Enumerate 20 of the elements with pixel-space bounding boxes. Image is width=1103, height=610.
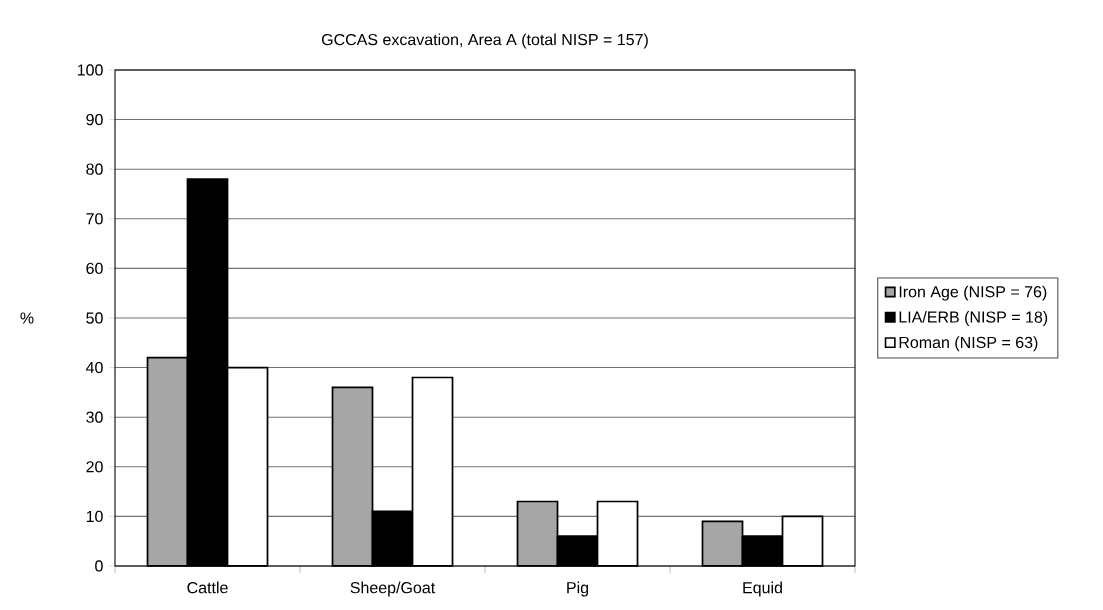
y-tick-label: 80 bbox=[86, 163, 103, 175]
y-tick-label: 100 bbox=[77, 64, 103, 76]
y-tick-label: 20 bbox=[86, 461, 103, 473]
x-tick-label: Sheep/Goat bbox=[350, 581, 436, 597]
x-tick-label: Cattle bbox=[187, 581, 228, 594]
y-tick-label: 30 bbox=[86, 411, 103, 423]
y-tick-label: 60 bbox=[86, 262, 103, 275]
y-tick-label: 40 bbox=[85, 361, 103, 374]
chart-title: GCCAS excavation, Area A (total NISP = 157) bbox=[321, 33, 648, 49]
legend-label: LIA/ERB (NISP = 18) bbox=[899, 311, 1048, 326]
legend-label: Roman (NISP = 63) bbox=[899, 336, 1038, 352]
y-tick-label: 0 bbox=[95, 560, 103, 572]
legend-label: Iron Age (NISP = 76) bbox=[899, 285, 1047, 301]
y-tick-label: 10 bbox=[86, 510, 103, 523]
y-axis-title: % bbox=[20, 312, 34, 324]
x-tick-label: Pig bbox=[567, 581, 589, 597]
y-tick-label: 70 bbox=[86, 213, 103, 225]
x-tick-label: Equid bbox=[743, 581, 782, 597]
y-tick-label: 90 bbox=[86, 113, 103, 126]
y-tick-label: 50 bbox=[86, 312, 103, 324]
